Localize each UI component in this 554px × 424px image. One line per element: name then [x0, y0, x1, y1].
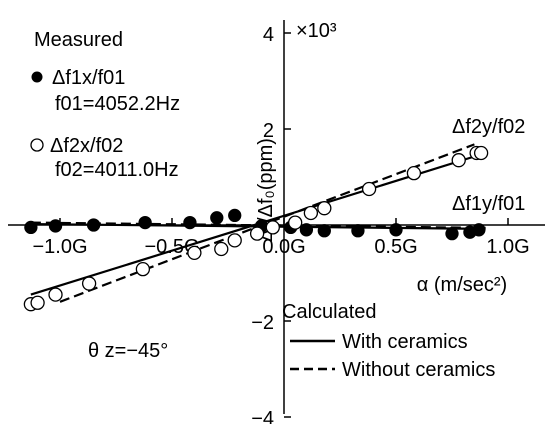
curve-label-lower: Δf1y/f01 — [452, 193, 525, 215]
point-f1x — [317, 224, 331, 238]
point-f2x — [227, 233, 242, 248]
y-tick-label: −2 — [251, 312, 274, 334]
point-f2x — [303, 205, 319, 221]
legend-calculated-title: Calculated — [282, 301, 377, 323]
legend-item2: Δf2x/f02 — [50, 135, 123, 157]
x-axis-label: α (m/sec²) — [417, 274, 507, 296]
y-multiplier-label: ×10³ — [296, 20, 337, 42]
point-f1x — [86, 218, 101, 232]
point-f2x — [265, 220, 280, 235]
point-f2x — [473, 145, 489, 161]
theta-annotation: θ z=−45° — [88, 340, 168, 362]
x-tick-label: 1.0G — [486, 236, 529, 258]
x-tick-label: −1.0G — [32, 236, 87, 258]
point-f1x — [24, 220, 38, 235]
x-ticks: −1.0G −0.5G 0.0G 0.5G 1.0G — [32, 218, 530, 258]
x-tick-label: −0.5G — [144, 236, 199, 258]
y-tick-label: 2 — [263, 120, 274, 142]
point-f2x — [361, 181, 377, 197]
legend-item1: Δf1x/f01 — [52, 67, 125, 89]
calculated-line-dashed — [59, 143, 475, 303]
point-f2x — [406, 166, 422, 181]
legend-without-ceramics: Without ceramics — [342, 359, 495, 381]
y-axis-label: Δf/Δf₀(ppm) — [255, 138, 277, 242]
point-f2x — [187, 245, 202, 260]
point-f2x — [249, 226, 265, 241]
point-f1x — [48, 219, 63, 233]
point-f2x — [135, 262, 151, 277]
legend-marker-open — [30, 138, 44, 152]
point-f2x — [214, 241, 229, 257]
legend-marker-filled — [31, 71, 43, 83]
legend-measured: Measured Δf1x/f01 f01=4052.2Hz Δf2x/f02 … — [30, 29, 180, 181]
legend-item2-note: f02=4011.0Hz — [55, 159, 179, 181]
legend-with-ceramics: With ceramics — [342, 331, 468, 353]
point-f2x — [48, 287, 63, 302]
point-f1x — [138, 215, 152, 230]
point-f1x — [389, 223, 403, 237]
point-f1x — [183, 215, 197, 230]
x-tick-label: 0.5G — [374, 236, 417, 258]
y-tick-label: −4 — [251, 408, 274, 424]
point-f1x — [351, 224, 365, 238]
point-f1x — [472, 223, 486, 237]
y-tick-label: 4 — [263, 24, 274, 46]
point-f2x — [451, 153, 466, 168]
legend-item1-note: f01=4052.2Hz — [55, 93, 180, 115]
point-f2x — [288, 215, 303, 230]
measured-points — [23, 145, 489, 312]
y-ticks: −4 −2 2 4 — [251, 24, 291, 424]
point-f1x — [299, 223, 314, 237]
point-f2x — [317, 201, 332, 216]
point-f2x — [81, 276, 97, 291]
x-tick-label: 0.0G — [262, 236, 305, 258]
point-f2x — [30, 295, 45, 310]
curve-label-upper: Δf2y/f02 — [452, 116, 525, 138]
point-f1x — [210, 211, 224, 225]
axes: −1.0G −0.5G 0.0G 0.5G 1.0G −4 −2 2 4 — [8, 20, 545, 424]
legend-calculated: Calculated With ceramics Without ceramic… — [282, 301, 495, 381]
point-f1x — [228, 208, 242, 223]
point-f1x — [445, 226, 459, 241]
legend-measured-title: Measured — [34, 29, 123, 51]
